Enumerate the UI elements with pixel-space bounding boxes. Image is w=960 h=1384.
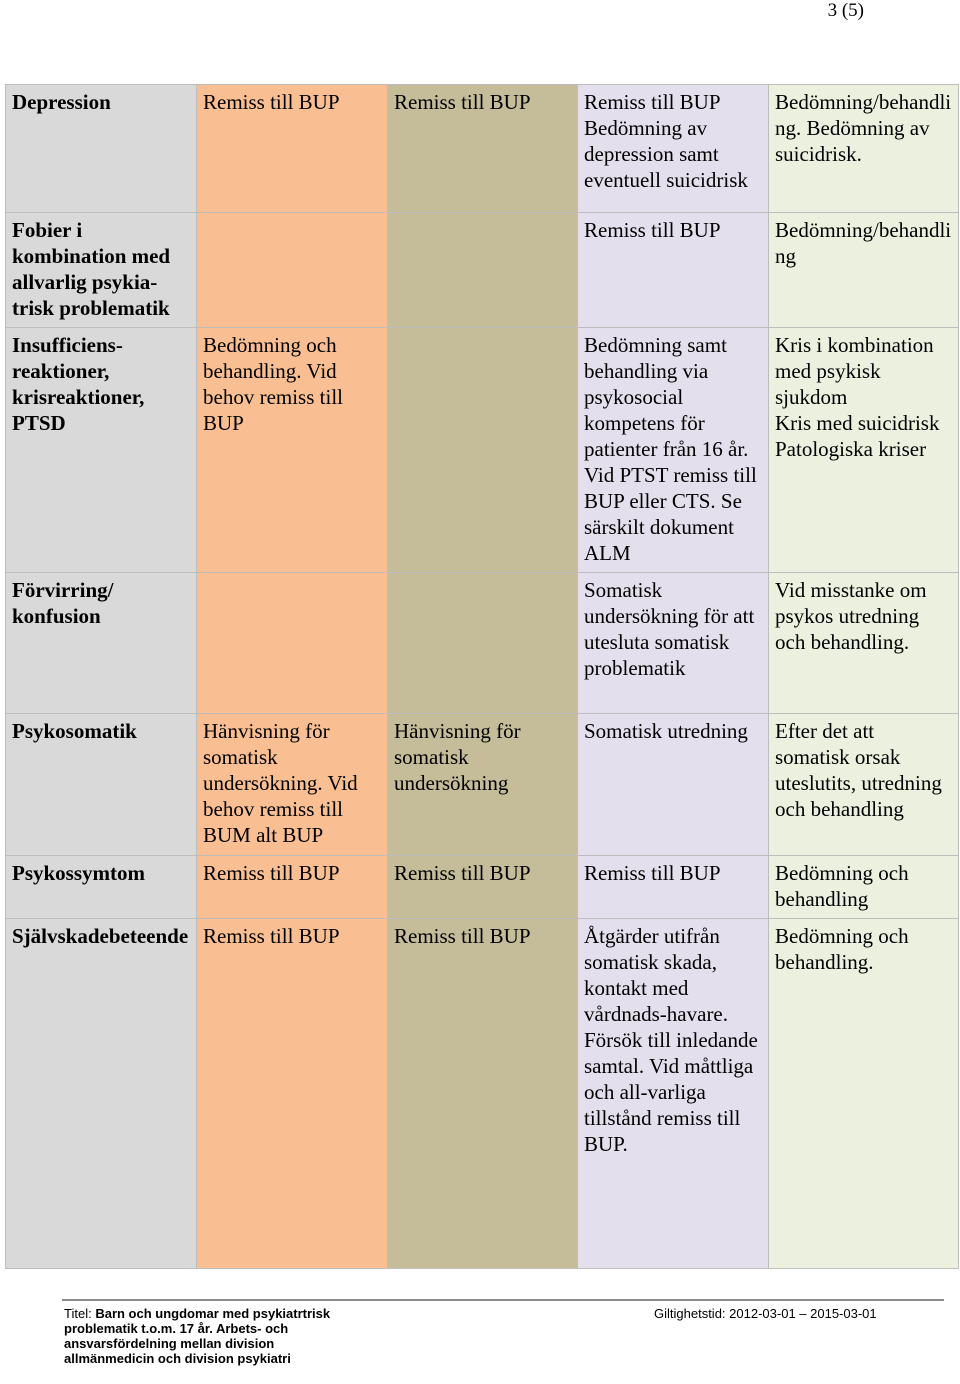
cell-col2: Remiss till BUP xyxy=(387,84,578,213)
cell-col4: Bedömning och behandling. xyxy=(768,918,959,1269)
cell-col1: Bedömning och behandling. Vid behov remi… xyxy=(196,327,388,573)
table-row-depression: Depression Remiss till BUP Remiss till B… xyxy=(5,84,959,213)
cell-col4: Efter det att somatisk orsak uteslutits,… xyxy=(768,713,959,856)
cell-col3: Somatisk utredning xyxy=(577,713,769,856)
footer-title: Titel: Barn och ungdomar med psykiatrtri… xyxy=(64,1306,364,1366)
table-row-psykosomatik: Psykosomatik Hänvisning för somatisk und… xyxy=(5,713,959,856)
cell-col1: Hänvisning för somatisk undersökning. Vi… xyxy=(196,713,388,856)
cell-col1 xyxy=(196,212,388,328)
footer-validity: Giltighetstid: 2012-03-01 – 2015-03-01 xyxy=(654,1306,877,1321)
cell-col4: Bedömning/behandling xyxy=(768,212,959,328)
cell-col2: Remiss till BUP xyxy=(387,918,578,1269)
cell-col1: Remiss till BUP xyxy=(196,855,388,919)
cell-col4: Kris i kombination med psykisk sjukdom K… xyxy=(768,327,959,573)
table-row-sjalvskadebeteende: Självskadebeteende Remiss till BUP Remis… xyxy=(5,918,959,1269)
cell-col1: Remiss till BUP xyxy=(196,918,388,1269)
table-row-forvirring: Förvirring/ konfusion Somatisk undersökn… xyxy=(5,572,959,714)
footer-validity-value: 2012-03-01 – 2015-03-01 xyxy=(729,1306,877,1321)
cell-col3: Åtgärder utifrån somatisk skada, kontakt… xyxy=(577,918,769,1269)
row-heading: Psykossymtom xyxy=(5,855,197,919)
row-heading: Förvirring/ konfusion xyxy=(5,572,197,714)
footer-divider xyxy=(62,1299,944,1301)
footer-title-text: Barn och ungdomar med psykiatrtrisk prob… xyxy=(64,1306,331,1366)
page-number: 3 (5) xyxy=(827,0,864,21)
table-row-psykossymtom: Psykossymtom Remiss till BUP Remiss till… xyxy=(5,855,959,919)
cell-col2: Remiss till BUP xyxy=(387,855,578,919)
cell-col3: Remiss till BUP Bedömning av depression … xyxy=(577,84,769,213)
footer-title-label: Titel: xyxy=(64,1306,92,1321)
responsibility-table: Depression Remiss till BUP Remiss till B… xyxy=(5,84,959,1269)
cell-col3: Somatisk undersökning för att utesluta s… xyxy=(577,572,769,714)
cell-col3: Bedömning samt behandling via psykosocia… xyxy=(577,327,769,573)
cell-col3: Remiss till BUP xyxy=(577,855,769,919)
cell-col3: Remiss till BUP xyxy=(577,212,769,328)
row-heading: Psykosomatik xyxy=(5,713,197,856)
row-heading: Självskadebeteende xyxy=(5,918,197,1269)
footer-validity-label: Giltighetstid: xyxy=(654,1306,726,1321)
cell-col1: Remiss till BUP xyxy=(196,84,388,213)
cell-col2 xyxy=(387,572,578,714)
cell-col4: Vid misstanke om psykos utredning och be… xyxy=(768,572,959,714)
cell-col2 xyxy=(387,327,578,573)
cell-col2 xyxy=(387,212,578,328)
cell-col4: Bedömning och behandling xyxy=(768,855,959,919)
cell-col2: Hänvisning för somatisk undersökning xyxy=(387,713,578,856)
table-row-fobier: Fobier i kombination med allvarlig psyki… xyxy=(5,212,959,328)
row-heading: Fobier i kombination med allvarlig psyki… xyxy=(5,212,197,328)
table-row-insufficiens: Insufficiens-reaktioner, krisreaktioner,… xyxy=(5,327,959,573)
cell-col4: Bedömning/behandling. Bedömning av suici… xyxy=(768,84,959,213)
row-heading: Insufficiens-reaktioner, krisreaktioner,… xyxy=(5,327,197,573)
row-heading: Depression xyxy=(5,84,197,213)
cell-col1 xyxy=(196,572,388,714)
